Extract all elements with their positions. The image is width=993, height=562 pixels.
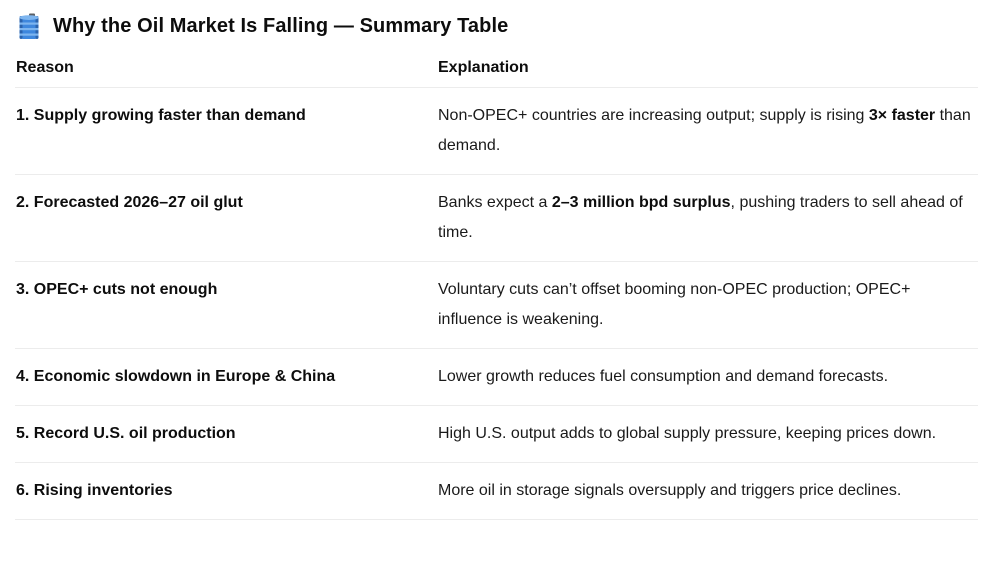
table-row: 6. Rising inventories More oil in storag… bbox=[15, 462, 978, 520]
table-row: 3. OPEC+ cuts not enough Voluntary cuts … bbox=[15, 261, 978, 349]
oil-drum-icon bbox=[17, 13, 41, 40]
explanation-text: , pushing traders to sell ahead of time. bbox=[438, 194, 963, 241]
page-title: Why the Oil Market Is Falling — Summary … bbox=[53, 15, 509, 37]
table-body: 1. Supply growing faster than demand Non… bbox=[15, 87, 978, 520]
reason-cell: 6. Rising inventories bbox=[15, 462, 437, 520]
reason-cell: 5. Record U.S. oil production bbox=[15, 405, 437, 463]
explanation-text: More oil in storage signals oversupply a… bbox=[438, 482, 902, 499]
explanation-cell: Voluntary cuts can’t offset booming non-… bbox=[437, 261, 978, 349]
reason-cell: 3. OPEC+ cuts not enough bbox=[15, 261, 437, 349]
explanation-cell: Banks expect a 2–3 million bpd surplus, … bbox=[437, 174, 978, 262]
explanation-cell: Lower growth reduces fuel consumption an… bbox=[437, 348, 978, 406]
table-header-row: Reason Explanation bbox=[15, 52, 978, 88]
reason-cell: 4. Economic slowdown in Europe & China bbox=[15, 348, 437, 406]
explanation-text: High U.S. output adds to global supply p… bbox=[438, 425, 937, 442]
explanation-cell: High U.S. output adds to global supply p… bbox=[437, 405, 978, 463]
explanation-cell: More oil in storage signals oversupply a… bbox=[437, 462, 978, 520]
explanation-text: Banks expect a bbox=[438, 194, 552, 211]
table-row: 5. Record U.S. oil production High U.S. … bbox=[15, 405, 978, 463]
explanation-text: Voluntary cuts can’t offset booming non-… bbox=[438, 281, 911, 328]
column-header-explanation: Explanation bbox=[437, 52, 978, 88]
explanation-text: than demand. bbox=[438, 107, 971, 154]
document-header: Why the Oil Market Is Falling — Summary … bbox=[15, 0, 978, 52]
summary-table: Reason Explanation 1. Supply growing fas… bbox=[15, 52, 978, 520]
explanation-text: Lower growth reduces fuel consumption an… bbox=[438, 368, 889, 385]
table-row: 1. Supply growing faster than demand Non… bbox=[15, 87, 978, 175]
table-row: 2. Forecasted 2026–27 oil glut Banks exp… bbox=[15, 174, 978, 262]
column-header-reason: Reason bbox=[15, 52, 437, 88]
explanation-bold-text: 3× faster bbox=[868, 107, 936, 124]
explanation-bold-text: 2–3 million bpd surplus bbox=[551, 194, 731, 211]
table-row: 4. Economic slowdown in Europe & China L… bbox=[15, 348, 978, 406]
reason-cell: 1. Supply growing faster than demand bbox=[15, 87, 437, 175]
reason-cell: 2. Forecasted 2026–27 oil glut bbox=[15, 174, 437, 262]
explanation-cell: Non-OPEC+ countries are increasing outpu… bbox=[437, 87, 978, 175]
explanation-text: Non-OPEC+ countries are increasing outpu… bbox=[438, 107, 869, 124]
